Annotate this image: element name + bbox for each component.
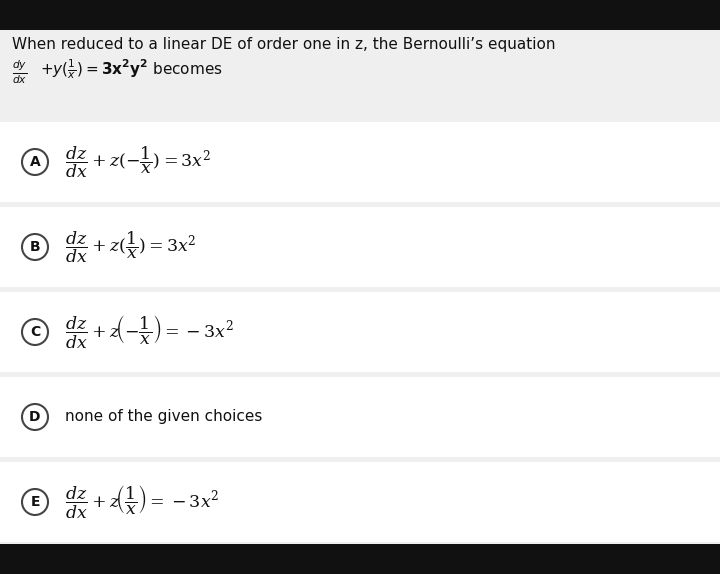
FancyBboxPatch shape xyxy=(0,292,720,372)
Text: A: A xyxy=(30,155,40,169)
Text: $\dfrac{dz}{dx}+z\!\left(-\dfrac{1}{x}\right)=-3x^2$: $\dfrac{dz}{dx}+z\!\left(-\dfrac{1}{x}\r… xyxy=(65,313,233,351)
Text: $\dfrac{dz}{dx}+z(\dfrac{1}{x})=3x^2$: $\dfrac{dz}{dx}+z(\dfrac{1}{x})=3x^2$ xyxy=(65,229,197,265)
Circle shape xyxy=(22,149,48,175)
Text: $\frac{dy}{dx}$: $\frac{dy}{dx}$ xyxy=(12,58,27,86)
FancyBboxPatch shape xyxy=(0,377,720,457)
Text: When reduced to a linear DE of order one in z, the Bernoulli’s equation: When reduced to a linear DE of order one… xyxy=(12,37,556,52)
FancyBboxPatch shape xyxy=(0,207,720,287)
FancyBboxPatch shape xyxy=(0,462,720,542)
Text: none of the given choices: none of the given choices xyxy=(65,409,262,425)
Text: D: D xyxy=(30,410,41,424)
FancyBboxPatch shape xyxy=(0,30,720,544)
Circle shape xyxy=(22,319,48,345)
Text: $+y(\frac{1}{x})=\mathbf{3x^2y^2}$ becomes: $+y(\frac{1}{x})=\mathbf{3x^2y^2}$ becom… xyxy=(40,58,222,82)
Circle shape xyxy=(22,489,48,515)
Text: E: E xyxy=(30,495,40,509)
Circle shape xyxy=(22,234,48,260)
Text: B: B xyxy=(30,240,40,254)
FancyBboxPatch shape xyxy=(0,0,720,30)
Text: $\dfrac{dz}{dx}+z(-\dfrac{1}{x})=3x^2$: $\dfrac{dz}{dx}+z(-\dfrac{1}{x})=3x^2$ xyxy=(65,144,211,180)
Circle shape xyxy=(22,404,48,430)
Text: C: C xyxy=(30,325,40,339)
FancyBboxPatch shape xyxy=(0,544,720,574)
FancyBboxPatch shape xyxy=(0,122,720,202)
Text: $\dfrac{dz}{dx}+z\!\left(\dfrac{1}{x}\right)=-3x^2$: $\dfrac{dz}{dx}+z\!\left(\dfrac{1}{x}\ri… xyxy=(65,483,219,521)
